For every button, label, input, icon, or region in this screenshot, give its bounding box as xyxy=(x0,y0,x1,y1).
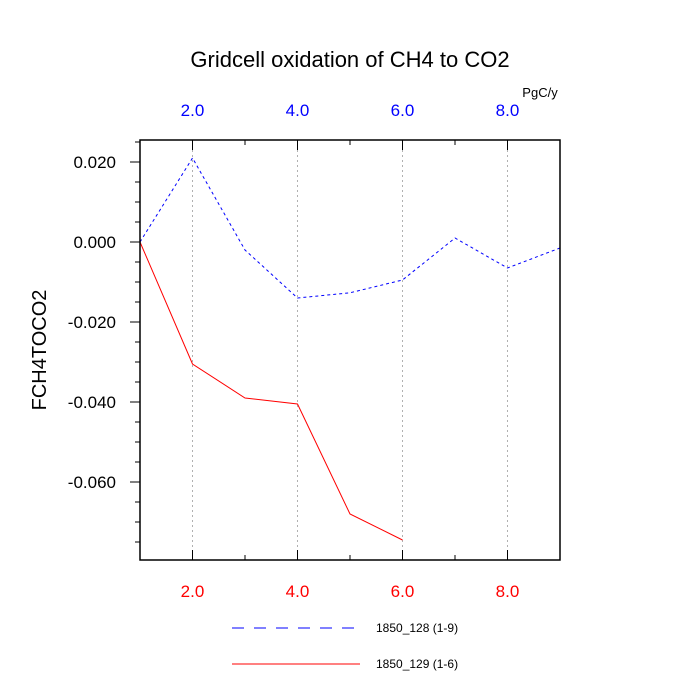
y-tick-label: 0.000 xyxy=(73,233,116,252)
series-1-point xyxy=(296,297,299,300)
series-1-point xyxy=(349,291,352,294)
x-tick-label-bottom: 4.0 xyxy=(286,582,310,601)
series-line-1 xyxy=(139,157,561,299)
x-tick-label-bottom: 8.0 xyxy=(496,582,520,601)
legend-label: 1850_128 (1-9) xyxy=(376,621,458,635)
series-2-point xyxy=(191,363,194,366)
series-1-point xyxy=(454,237,457,240)
series-2-point xyxy=(244,397,247,400)
series-2-point xyxy=(296,403,299,406)
y-tick-label: 0.020 xyxy=(73,153,116,172)
chart-title: Gridcell oxidation of CH4 to CO2 xyxy=(190,47,509,72)
series-1-point xyxy=(401,279,404,282)
series-1-point xyxy=(506,267,509,270)
x-tick-label-bottom: 6.0 xyxy=(391,582,415,601)
x-tick-label-top: 4.0 xyxy=(286,101,310,120)
series-2-point xyxy=(349,513,352,516)
x-tick-label-bottom: 2.0 xyxy=(181,582,205,601)
series-line-2 xyxy=(139,241,403,541)
y-tick-label: -0.040 xyxy=(68,393,116,412)
series-1-point xyxy=(244,249,247,252)
legend-label: 1850_129 (1-6) xyxy=(376,657,458,671)
y-tick-label: -0.060 xyxy=(68,473,116,492)
units-label: PgC/y xyxy=(522,85,558,100)
series-1-point xyxy=(191,157,194,160)
x-tick-label-top: 8.0 xyxy=(496,101,520,120)
y-tick-label: -0.020 xyxy=(68,313,116,332)
series-layer xyxy=(139,157,561,542)
series-2-point xyxy=(401,539,404,542)
x-tick-label-top: 6.0 xyxy=(391,101,415,120)
y-axis-label: FCH4TOCO2 xyxy=(29,290,51,411)
grid-layer xyxy=(192,140,508,560)
legend: 1850_128 (1-9) 1850_129 (1-6) xyxy=(232,621,458,671)
x-tick-label-top: 2.0 xyxy=(181,101,205,120)
ticks-layer: 2.0 4.0 6.0 8.0 2.0 4.0 6.0 8.0 0.020 0.000 -0.020… xyxy=(68,101,520,601)
plot-frame xyxy=(139,139,561,561)
